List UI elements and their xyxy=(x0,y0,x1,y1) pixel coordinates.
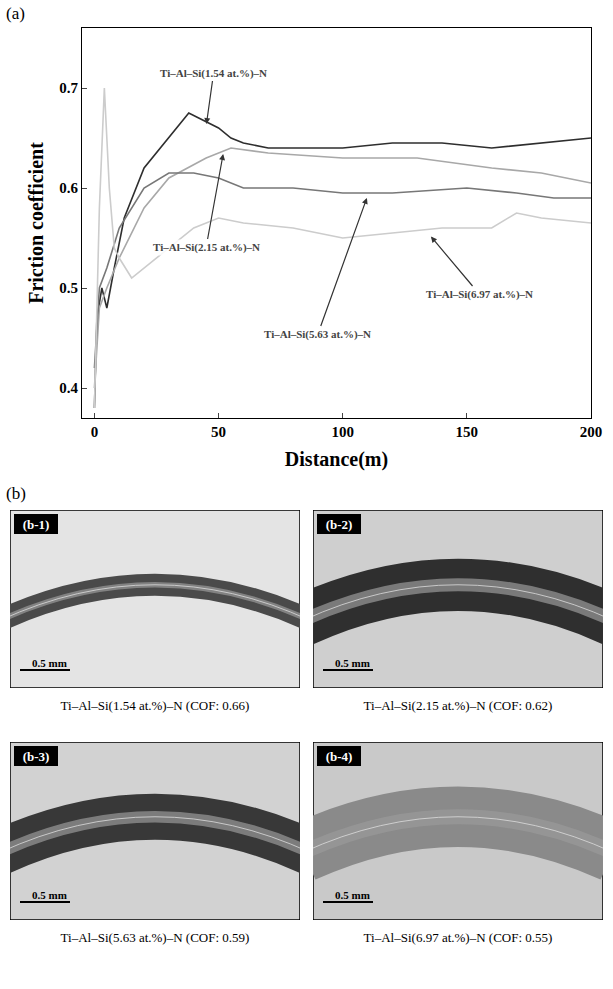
html-text:(a): (a) xyxy=(6,4,25,23)
svg-text:0.6: 0.6 xyxy=(59,180,78,196)
svg-text:Ti–Al–Si(2.15 at.%)–N: Ti–Al–Si(2.15 at.%)–N xyxy=(153,241,260,254)
svg-text:Distance(m): Distance(m) xyxy=(285,448,388,471)
svg-text:0.4: 0.4 xyxy=(59,380,78,396)
svg-text:Ti–Al–Si(6.97 at.%)–N: Ti–Al–Si(6.97 at.%)–N xyxy=(426,288,533,301)
svg-text:(b-1): (b-1) xyxy=(23,517,50,532)
html-text:Ti–Al–Si(1.54 at.%)–N (COF: 0.: Ti–Al–Si(1.54 at.%)–N (COF: 0.66) xyxy=(60,698,250,713)
svg-text:100: 100 xyxy=(331,424,354,440)
html-text:Ti–Al–Si(6.97 at.%)–N (COF: 0.: Ti–Al–Si(6.97 at.%)–N (COF: 0.55) xyxy=(363,930,553,945)
svg-text:200: 200 xyxy=(580,424,603,440)
svg-text:(b-4): (b-4) xyxy=(326,749,353,764)
svg-text:0: 0 xyxy=(91,424,99,440)
svg-text:0.5: 0.5 xyxy=(59,280,78,296)
svg-text:(b-3): (b-3) xyxy=(23,749,50,764)
svg-text:0.5 mm: 0.5 mm xyxy=(335,657,370,669)
svg-text:Ti–Al–Si(1.54 at.%)–N: Ti–Al–Si(1.54 at.%)–N xyxy=(160,67,267,80)
svg-text:50: 50 xyxy=(211,424,226,440)
svg-text:150: 150 xyxy=(456,424,479,440)
html-text:Ti–Al–Si(2.15 at.%)–N (COF: 0.: Ti–Al–Si(2.15 at.%)–N (COF: 0.62) xyxy=(363,698,553,713)
svg-text:0.5 mm: 0.5 mm xyxy=(32,657,67,669)
html-text:(b): (b) xyxy=(6,484,26,503)
svg-text:0.7: 0.7 xyxy=(59,80,78,96)
svg-text:0.5 mm: 0.5 mm xyxy=(32,889,67,901)
svg-text:0.5 mm: 0.5 mm xyxy=(335,889,370,901)
svg-text:Ti–Al–Si(5.63 at.%)–N: Ti–Al–Si(5.63 at.%)–N xyxy=(264,328,371,341)
svg-text:Friction coefficient: Friction coefficient xyxy=(25,142,47,304)
svg-text:(b-2): (b-2) xyxy=(326,517,353,532)
html-text:Ti–Al–Si(5.63 at.%)–N (COF: 0.: Ti–Al–Si(5.63 at.%)–N (COF: 0.59) xyxy=(60,930,250,945)
